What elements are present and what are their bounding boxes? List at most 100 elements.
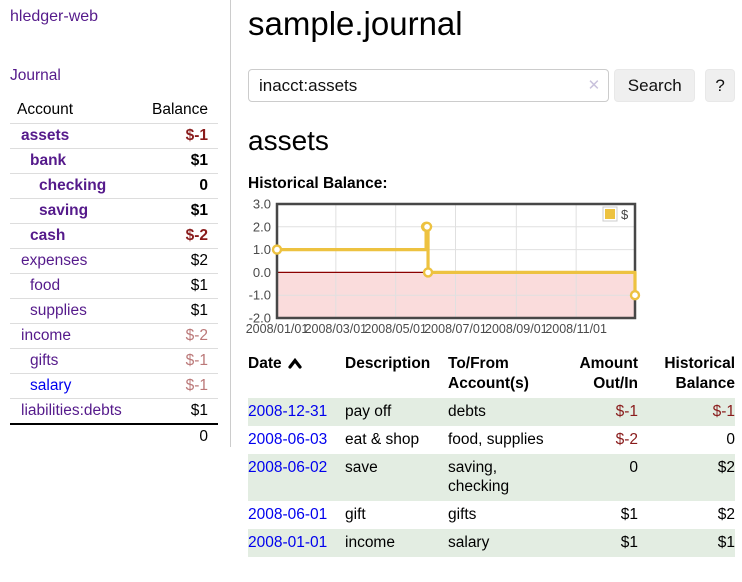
y-axis-tick-label: 3.0 xyxy=(253,197,271,212)
account-link-salary[interactable]: salary xyxy=(30,377,72,394)
transaction-date-link[interactable]: 2008-06-01 xyxy=(248,506,328,523)
accounts-table: Account Balance assets $-1 bank $1 checking 0… xyxy=(10,98,218,449)
account-link-cash[interactable]: cash xyxy=(30,227,66,244)
clear-search-icon[interactable]: ✕ xyxy=(587,77,601,94)
register-date-cell: 2008-12-31 xyxy=(248,398,345,426)
search-input[interactable] xyxy=(248,69,610,102)
accounts-total-value: 0 xyxy=(199,428,208,445)
register-header-balance: Historical Balance xyxy=(664,355,735,392)
app-title-link[interactable]: hledger-web xyxy=(10,8,99,25)
data-point-marker xyxy=(421,221,433,232)
y-axis-tick-label: 1.0 xyxy=(253,242,271,257)
help-button[interactable]: ? xyxy=(705,69,735,102)
register-row: 2008-06-02 save saving, checking 0 $2 xyxy=(248,454,735,501)
account-row: gifts $-1 xyxy=(10,348,218,374)
sidebar: hledger-web Journal Account Balance asse… xyxy=(0,0,231,447)
account-name-cell: salary xyxy=(10,374,141,399)
account-link-income[interactable]: income xyxy=(21,327,71,344)
account-balance: $2 xyxy=(190,252,208,269)
register-accounts-cell: food, supplies xyxy=(448,431,544,448)
register-date-cell: 2008-06-02 xyxy=(248,454,345,501)
account-row: bank $1 xyxy=(10,148,218,174)
account-balance: $1 xyxy=(190,302,208,319)
y-axis-tick-label: -2.0 xyxy=(249,311,271,326)
register-balance-cell: $1 xyxy=(717,534,735,551)
chart-heading: Historical Balance: xyxy=(248,175,388,192)
account-link-assets[interactable]: assets xyxy=(21,127,70,144)
register-header-description: Description xyxy=(345,355,431,372)
account-row: saving $1 xyxy=(10,198,218,224)
nav-journal-link[interactable]: Journal xyxy=(10,67,61,84)
legend-swatch xyxy=(605,209,615,219)
transaction-date-link[interactable]: 2008-06-02 xyxy=(248,459,328,476)
search-row: ✕ Search ? xyxy=(248,69,735,102)
account-balance: $1 xyxy=(190,152,208,169)
account-link-bank[interactable]: bank xyxy=(30,152,67,169)
account-name-cell: bank xyxy=(10,149,141,174)
account-name-cell: liabilities:debts xyxy=(10,399,141,425)
transaction-date-link[interactable]: 2008-01-01 xyxy=(248,534,328,551)
register-balance-cell: $2 xyxy=(717,459,735,476)
transaction-date-link[interactable]: 2008-06-03 xyxy=(248,431,328,448)
account-row: cash $-2 xyxy=(10,223,218,249)
register-table-body: 2008-12-31 pay off debts $-1 $-1 2008-06-03 ea… xyxy=(248,398,735,557)
register-balance-cell: 0 xyxy=(726,431,735,448)
register-balance-cell: $2 xyxy=(717,506,735,523)
register-header-account: To/From Account(s) xyxy=(448,355,529,392)
register-date-cell: 2008-06-03 xyxy=(248,426,345,454)
data-point-marker xyxy=(271,244,283,255)
account-link-expenses[interactable]: expenses xyxy=(21,252,88,269)
register-description-cell: eat & shop xyxy=(345,431,420,448)
main-content: sample.journal ✕ Search ? assets Histori… xyxy=(246,0,742,557)
register-row: 2008-12-31 pay off debts $-1 $-1 xyxy=(248,398,735,426)
account-row: supplies $1 xyxy=(10,298,218,324)
register-amount-cell: 0 xyxy=(629,459,638,476)
x-axis-tick-label: 2008/01/01 xyxy=(246,322,309,336)
account-link-food[interactable]: food xyxy=(30,277,61,294)
account-row: food $1 xyxy=(10,273,218,299)
register-description-cell: gift xyxy=(345,506,366,523)
account-balance: 0 xyxy=(199,177,208,194)
account-row: income $-2 xyxy=(10,323,218,349)
register-accounts-cell: gifts xyxy=(448,506,477,523)
search-field-wrap: ✕ xyxy=(248,69,610,102)
data-point-marker xyxy=(422,267,434,278)
register-table: Date Description To/From Account(s) Amou… xyxy=(248,354,735,557)
y-axis-tick-label: 2.0 xyxy=(253,219,271,234)
account-name-cell: income xyxy=(10,324,141,349)
plot-border xyxy=(275,202,637,320)
sort-ascending-icon xyxy=(288,357,302,369)
transaction-date-link[interactable]: 2008-12-31 xyxy=(248,403,328,420)
register-amount-cell: $-2 xyxy=(615,431,638,448)
x-axis-tick-label: 2008/09/01 xyxy=(485,322,548,336)
account-link-gifts[interactable]: gifts xyxy=(30,352,59,369)
register-accounts-cell: saving, checking xyxy=(448,459,510,495)
data-point-marker xyxy=(629,289,641,301)
account-name-cell: assets xyxy=(10,124,141,149)
register-amount-cell: $1 xyxy=(620,506,638,523)
account-link-liabilities-debts[interactable]: liabilities:debts xyxy=(21,402,122,419)
account-balance: $1 xyxy=(190,402,208,419)
account-balance: $-1 xyxy=(185,127,208,144)
register-header-date[interactable]: Date xyxy=(248,354,345,398)
register-header-row: Date Description To/From Account(s) Amou… xyxy=(248,354,735,398)
x-axis-tick-label: 2008/07/01 xyxy=(424,322,487,336)
register-description-cell: income xyxy=(345,534,395,551)
register-date-cell: 2008-01-01 xyxy=(248,529,345,557)
account-balance: $-2 xyxy=(185,327,208,344)
account-name-cell: expenses xyxy=(10,249,141,274)
register-description-cell: save xyxy=(345,459,378,476)
y-axis-tick-label: 0.0 xyxy=(253,265,271,280)
accounts-header-balance: Balance xyxy=(151,101,208,118)
x-axis-tick-label: 2008/05/01 xyxy=(364,322,427,336)
account-link-saving[interactable]: saving xyxy=(39,202,89,219)
account-balance: $1 xyxy=(190,202,208,219)
search-button[interactable]: Search xyxy=(614,69,696,102)
register-description-cell: pay off xyxy=(345,403,392,420)
register-header-amount: Amount Out/In xyxy=(579,355,638,392)
account-balance: $-2 xyxy=(185,227,208,244)
register-amount-cell: $1 xyxy=(620,534,638,551)
account-link-checking[interactable]: checking xyxy=(39,177,107,194)
account-balance: $1 xyxy=(190,277,208,294)
account-link-supplies[interactable]: supplies xyxy=(30,302,87,319)
